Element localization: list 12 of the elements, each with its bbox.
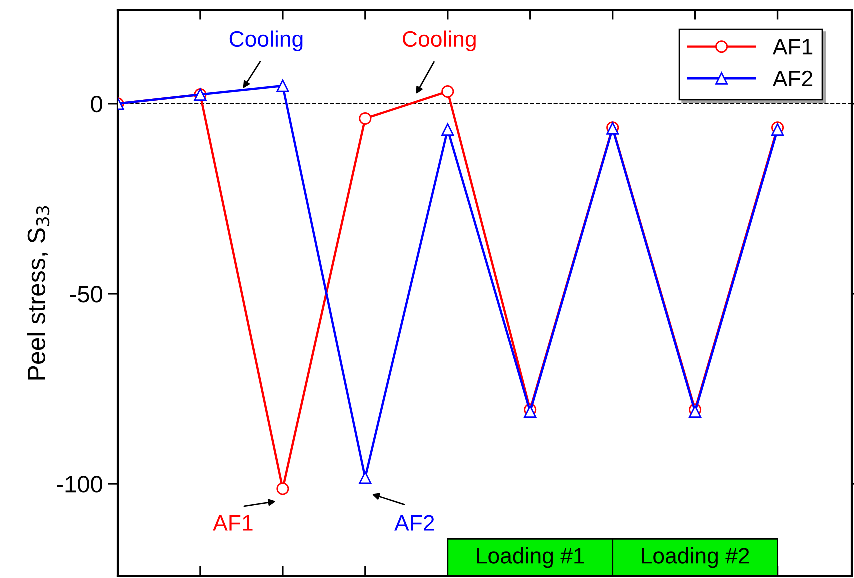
y-tick-label: -100 <box>57 476 102 493</box>
legend-label: AF2 <box>772 70 813 86</box>
y-axis-title: Peel stress, S$_{33}$ <box>27 206 50 380</box>
annotation: Loading #2 <box>642 548 750 568</box>
legend-label: AF1 <box>772 39 813 55</box>
annotation: Cooling <box>230 30 303 52</box>
annotation: AF2 <box>394 515 434 531</box>
annotation: Cooling <box>403 30 476 52</box>
annotation: Loading #1 <box>477 548 584 568</box>
y-tick-label: -50 <box>70 286 102 303</box>
annotation: AF1 <box>213 516 253 531</box>
y-tick-label: 0 <box>91 96 102 113</box>
